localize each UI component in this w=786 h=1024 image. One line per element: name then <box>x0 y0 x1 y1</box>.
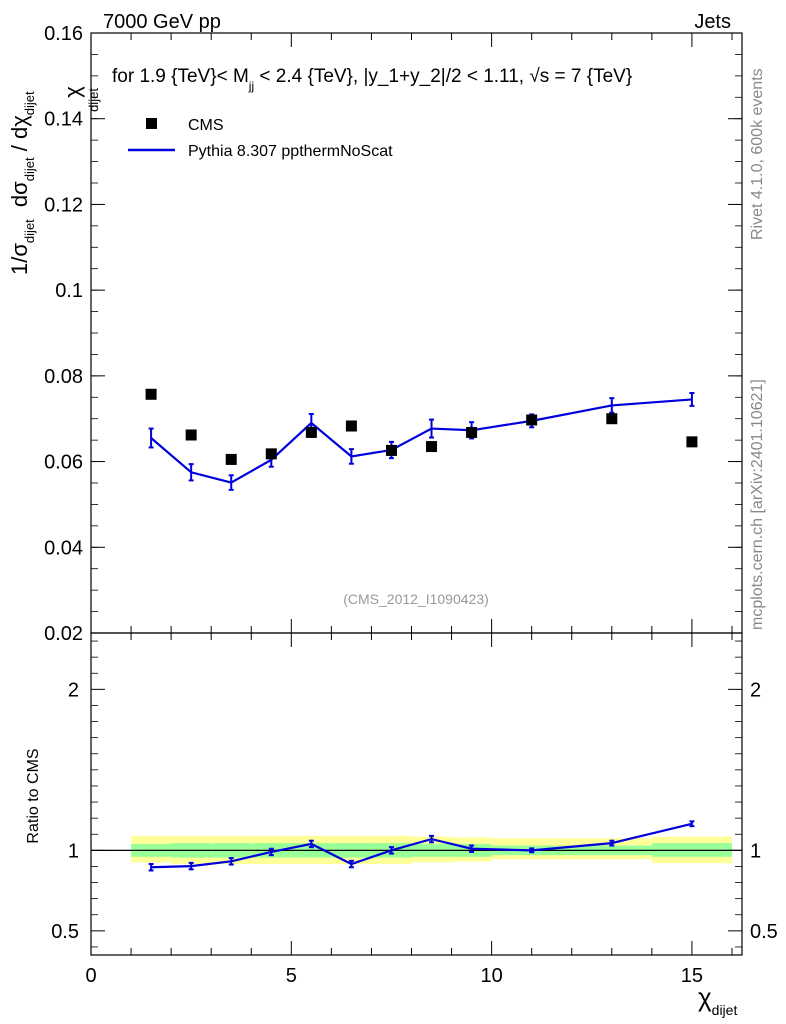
ratio-ytick-label-left-1: 1 <box>68 840 79 862</box>
plot-title: for 1.9 {TeV}< Mjj < 2.4 {TeV}, |y_1+y_2… <box>112 66 632 93</box>
y-axis-title-main: 1/σdijet dσdijet / dχdijet χ dijet <box>7 86 101 275</box>
ratio-axis-ticks: 0.5 0.5 1 1 2 2 0 5 10 15 <box>51 633 778 987</box>
cms-point-10 <box>606 413 618 425</box>
legend-cms-label: CMS <box>188 117 224 134</box>
ratio-ytick-label-left-2: 2 <box>68 679 79 701</box>
x-tick-label-0: 0 <box>85 965 96 987</box>
ratio-series <box>148 820 695 872</box>
main-ytick-label-3: 0.08 <box>44 366 83 388</box>
ratio-ytick-label-right-0: 0.5 <box>750 921 778 943</box>
cms-point-0 <box>145 388 157 400</box>
y-axis-title-ratio: Ratio to CMS <box>25 748 42 843</box>
x-tick-label-3: 15 <box>681 965 703 987</box>
legend: CMS Pythia 8.307 ppthermNoScat <box>128 117 393 160</box>
analysis-watermark: (CMS_2012_I1090423) <box>343 591 489 607</box>
main-axis-ticks: 0.02 0.04 0.06 0.08 0.1 0.12 0.14 0.16 <box>44 23 742 645</box>
legend-cms-marker <box>146 118 157 129</box>
cms-point-5 <box>345 420 357 432</box>
cms-point-4 <box>305 426 317 438</box>
cms-point-1 <box>185 429 197 441</box>
main-ytick-label-6: 0.14 <box>44 109 83 131</box>
legend-pythia-label: Pythia 8.307 ppthermNoScat <box>188 143 393 160</box>
ratio-plot-frame <box>90 632 743 956</box>
main-ytick-label-7: 0.16 <box>44 23 83 45</box>
main-ytick-label-1: 0.04 <box>44 537 83 559</box>
ratio-ytick-label-right-1: 1 <box>750 840 761 862</box>
svg-text:1/σdijet dσdijet: 1/σdijet dσdijet / dχdijet <box>7 91 39 275</box>
cms-point-8 <box>466 426 478 438</box>
main-series <box>145 388 698 491</box>
main-ytick-label-0: 0.02 <box>44 623 83 645</box>
header-right: Jets <box>694 11 731 33</box>
main-ytick-label-2: 0.06 <box>44 452 83 474</box>
pythia-line <box>150 398 693 484</box>
cms-point-9 <box>526 414 538 426</box>
x-tick-label-1: 5 <box>286 965 297 987</box>
cms-point-11 <box>686 436 698 448</box>
x-axis-title: χdijet <box>698 982 737 1018</box>
rivet-label: Rivet 4.1.0, 600k events <box>749 68 766 240</box>
ratio-ytick-label-left-0: 0.5 <box>51 921 79 943</box>
main-ytick-label-5: 0.12 <box>44 194 83 216</box>
ratio-pythia-line <box>151 822 693 869</box>
svg-text:χ: χ <box>60 86 85 98</box>
ratio-ytick-label-right-2: 2 <box>750 679 761 701</box>
svg-text:dijet: dijet <box>86 88 101 112</box>
header-left: 7000 GeV pp <box>103 11 221 33</box>
main-ytick-label-4: 0.1 <box>55 280 83 302</box>
cms-point-2 <box>225 453 237 465</box>
mcplots-label: mcplots.cern.ch [arXiv:2401.10621] <box>749 379 766 630</box>
cms-point-3 <box>265 448 277 460</box>
cms-point-7 <box>426 441 438 453</box>
cms-point-6 <box>385 444 397 456</box>
x-tick-label-2: 10 <box>480 965 502 987</box>
